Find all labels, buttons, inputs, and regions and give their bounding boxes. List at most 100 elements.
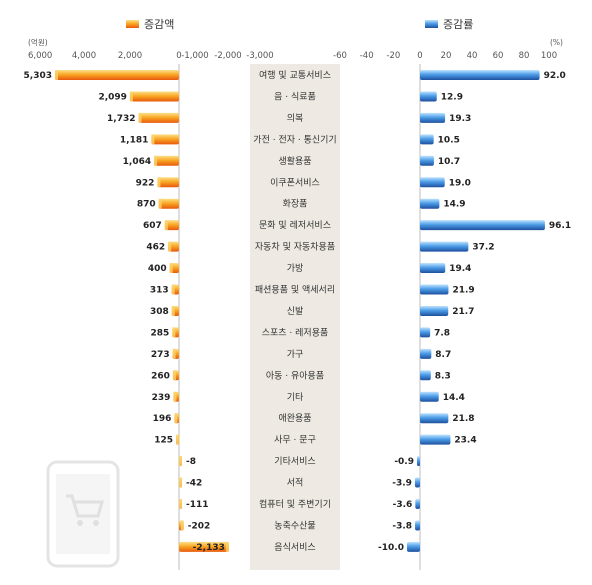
tick-amount: 2,000 bbox=[118, 51, 142, 61]
value-label-rate: 19.3 bbox=[449, 114, 471, 124]
bar-rate bbox=[420, 434, 451, 445]
category-label: 생활용품 bbox=[278, 155, 311, 167]
bar-amount-cap bbox=[180, 520, 184, 531]
bar-rate bbox=[417, 456, 420, 467]
bar-amount bbox=[151, 134, 179, 145]
bar-amount bbox=[138, 112, 179, 123]
category-label: 여행 및 교통서비스 bbox=[259, 69, 331, 81]
bar-rate bbox=[420, 348, 432, 359]
value-label-amount: 239 bbox=[152, 393, 171, 403]
category-label: 농축수산물 bbox=[274, 520, 315, 531]
tablet-cart-icon bbox=[46, 460, 120, 568]
value-label-amount: 1,064 bbox=[123, 157, 151, 167]
value-label-rate: 12.9 bbox=[441, 92, 463, 102]
value-label-rate: 10.5 bbox=[438, 135, 460, 145]
value-label-amount: -111 bbox=[186, 500, 209, 510]
bar-rate bbox=[420, 241, 469, 252]
value-label-amount: 260 bbox=[151, 371, 170, 381]
value-label-rate: 14.4 bbox=[443, 393, 465, 403]
bar-amount-cap bbox=[55, 70, 58, 80]
value-label-amount: -42 bbox=[186, 479, 202, 489]
bar-amount-cap bbox=[164, 220, 168, 231]
category-label: 기타서비스 bbox=[274, 456, 315, 467]
bar-rate bbox=[420, 220, 545, 231]
category-label: 가방 bbox=[287, 263, 304, 274]
bar-rate bbox=[415, 499, 420, 509]
value-label-rate: 10.7 bbox=[438, 157, 460, 167]
tick-rate: 0 bbox=[417, 51, 422, 61]
value-label-amount: 2,099 bbox=[98, 92, 126, 102]
value-label-amount: 313 bbox=[150, 286, 169, 296]
bar-amount-cap bbox=[179, 499, 182, 509]
value-label-amount: 607 bbox=[143, 221, 162, 231]
category-label: 패션용품 및 액세서리 bbox=[255, 284, 335, 296]
value-label-rate: -3.6 bbox=[393, 500, 413, 510]
category-label: 자동차 및 자동차용품 bbox=[255, 241, 335, 253]
category-label: 이쿠폰서비스 bbox=[270, 177, 320, 188]
value-label-amount: 1,181 bbox=[120, 135, 148, 145]
value-label-amount: 400 bbox=[148, 264, 167, 274]
bar-amount-cap bbox=[172, 327, 176, 338]
bar-rate bbox=[420, 370, 431, 381]
value-label-rate: 37.2 bbox=[472, 243, 494, 253]
axis-amount: 6,000 4,000 2,000 0 -1,000 -2,000 -3,000 bbox=[28, 51, 274, 61]
bar-amount bbox=[164, 220, 179, 231]
legend-rate-swatch bbox=[425, 20, 438, 28]
value-label-rate: 21.7 bbox=[452, 307, 474, 317]
bar-rate bbox=[420, 177, 445, 188]
category-label: 음 · 식료품 bbox=[274, 91, 316, 102]
category-label: 문화 및 레저서비스 bbox=[259, 219, 331, 231]
legend-rate: 증감률 bbox=[425, 18, 473, 31]
tick-amount: -1,000 bbox=[181, 51, 208, 61]
tick-amount: 4,000 bbox=[72, 51, 96, 61]
category-label: 신발 bbox=[287, 306, 304, 317]
category-label: 서적 bbox=[287, 477, 304, 489]
value-label-rate: 8.7 bbox=[435, 350, 451, 360]
bar-amount-cap bbox=[176, 434, 180, 445]
tick-rate: 40 bbox=[467, 51, 478, 61]
bar-rate bbox=[420, 91, 437, 102]
value-label-rate: 21.8 bbox=[452, 414, 474, 424]
tick-rate: 100 bbox=[541, 51, 557, 61]
value-label-rate: 21.9 bbox=[452, 286, 474, 296]
axis-rate: -60 -40 -20 0 20 40 60 80 100 bbox=[333, 51, 557, 61]
category-label: 가전 · 전자 · 통신기기 bbox=[253, 134, 336, 145]
bar-amount-cap bbox=[179, 477, 182, 488]
value-label-amount: -2,133 bbox=[193, 543, 225, 553]
bar-rate bbox=[420, 155, 434, 166]
value-label-amount: 125 bbox=[154, 436, 173, 446]
bar-rate bbox=[420, 413, 449, 424]
bar-amount bbox=[154, 155, 179, 166]
category-label: 아동 · 유아용품 bbox=[266, 370, 324, 381]
bar-amount-cap bbox=[158, 198, 162, 209]
bar-amount-cap bbox=[151, 134, 155, 145]
value-label-amount: 308 bbox=[150, 307, 169, 317]
tick-amount: -3,000 bbox=[246, 51, 273, 61]
tick-rate: -20 bbox=[386, 51, 400, 61]
value-label-rate: -3.8 bbox=[392, 521, 412, 531]
category-label: 스포츠 · 레저용품 bbox=[262, 327, 329, 338]
category-label: 가구 bbox=[287, 349, 304, 360]
bar-amount-cap bbox=[138, 112, 142, 123]
tick-rate: -60 bbox=[333, 51, 347, 61]
bar-amount-cap bbox=[172, 370, 176, 381]
bar-rate bbox=[420, 198, 440, 209]
bar-rate bbox=[407, 541, 420, 552]
legend-amount-label: 증감액 bbox=[144, 18, 174, 31]
bar-amount-cap bbox=[171, 284, 175, 295]
tick-rate: 20 bbox=[441, 51, 452, 61]
bar-amount bbox=[158, 198, 179, 209]
legend-rate-label: 증감률 bbox=[443, 18, 473, 31]
value-label-amount: 5,303 bbox=[24, 71, 52, 81]
category-label: 애완용품 bbox=[278, 413, 311, 424]
bar-amount bbox=[179, 541, 229, 552]
unit-rate: (%) bbox=[550, 38, 563, 47]
value-label-rate: 19.0 bbox=[449, 178, 471, 188]
value-label-amount: 922 bbox=[136, 178, 155, 188]
value-label-amount: 196 bbox=[153, 414, 172, 424]
value-label-rate: 8.3 bbox=[435, 371, 451, 381]
bar-amount bbox=[129, 91, 179, 102]
bar-amount-cap bbox=[129, 91, 133, 102]
bar-amount-cap bbox=[157, 177, 161, 188]
